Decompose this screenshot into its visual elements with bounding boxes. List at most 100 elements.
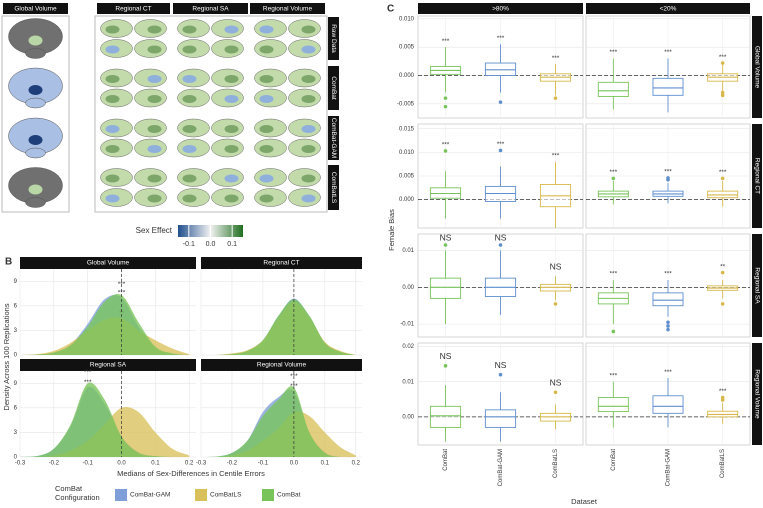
significance-label: *** — [610, 271, 618, 278]
x-tick-label: -0.2 — [227, 461, 238, 467]
significance-label: NS — [550, 262, 562, 272]
outlier — [498, 148, 503, 153]
density-area — [201, 386, 356, 457]
row-strip — [752, 16, 762, 118]
outlier — [666, 176, 670, 180]
x-tick-label: ComBat — [611, 449, 617, 471]
colorbar-tick-label: 0.0 — [206, 241, 216, 248]
brain-image — [147, 194, 162, 203]
brain-image — [25, 97, 46, 109]
outlier — [720, 270, 725, 275]
significance-label: NS — [440, 232, 452, 242]
brain-image — [147, 174, 162, 183]
y-tick-label: -0.01 — [400, 322, 414, 328]
legend-swatch — [262, 489, 274, 501]
box — [597, 81, 629, 97]
facet-strip — [20, 359, 196, 371]
facet-title: Regional Volume — [257, 362, 307, 369]
brain-image — [147, 45, 162, 54]
box — [429, 405, 462, 428]
box — [652, 395, 684, 414]
row-label: ComBat-GAM — [330, 118, 337, 158]
significance-label: *** — [664, 369, 672, 376]
legend-label: ComBat-GAM — [130, 492, 170, 499]
significance-label: *** — [442, 142, 450, 149]
density-area — [20, 294, 190, 355]
row-title: Regional Volume — [753, 369, 760, 419]
x-tick-label: -0.3 — [15, 461, 26, 467]
brain-image — [224, 145, 239, 153]
brain-image — [259, 95, 274, 103]
legend-label: ComBat — [277, 492, 301, 499]
brain-image — [259, 45, 274, 54]
y-tick-label: 9 — [14, 279, 18, 285]
x-tick-label: -0.1 — [83, 461, 94, 467]
brain-image — [105, 194, 120, 203]
y-tick-label: 0.000 — [399, 73, 415, 79]
brain-image — [301, 125, 316, 133]
y-tick-label: 0.005 — [399, 174, 415, 180]
outlier — [443, 364, 448, 368]
outlier — [666, 327, 670, 332]
significance-label: NS — [495, 232, 507, 242]
y-tick-label: 9 — [14, 381, 18, 387]
outlier — [720, 176, 725, 181]
brain-image — [224, 125, 239, 133]
significance-label: ** — [720, 263, 726, 270]
brain-image — [147, 25, 162, 34]
outlier — [498, 243, 503, 247]
significance-label: *** — [664, 271, 672, 278]
colorbar-tick-label: -0.1 — [183, 241, 195, 248]
outlier — [611, 329, 616, 334]
brain-image — [301, 194, 316, 203]
row-strip — [328, 17, 339, 60]
y-tick-label: 0.00 — [402, 414, 414, 420]
facet-title: <20% — [660, 6, 677, 13]
x-tick-label: 0.1 — [151, 461, 160, 467]
x-axis-title: Dataset — [571, 497, 598, 506]
brain-image — [301, 145, 316, 153]
column-label: Regional Volume — [263, 6, 313, 13]
brain-image — [259, 125, 274, 133]
outlier — [720, 90, 725, 95]
y-tick-label: 0.005 — [399, 45, 415, 51]
outlier — [720, 93, 725, 98]
column-strip — [97, 3, 170, 14]
brain-image — [224, 174, 239, 183]
significance-label: *** — [610, 49, 618, 56]
brain-image — [105, 174, 120, 183]
y-tick-label: 0 — [14, 353, 18, 359]
box — [652, 292, 684, 307]
box — [597, 397, 629, 413]
brain-image — [147, 95, 162, 103]
x-tick-label: -0.1 — [258, 461, 269, 467]
outlier — [553, 96, 558, 100]
y-axis-title: Female Bias — [387, 209, 396, 251]
column-label: Regional CT — [115, 6, 151, 13]
significance-label: *** — [610, 169, 618, 176]
significance-label: *** — [497, 141, 505, 148]
outlier — [720, 398, 725, 402]
y-axis-title: Density Across 100 Replications — [2, 303, 11, 410]
outlier — [720, 302, 725, 306]
facet-strip — [201, 257, 362, 269]
row-strip — [328, 66, 339, 110]
significance-label: *** — [84, 369, 92, 376]
brain-image — [28, 135, 43, 145]
brain-image — [105, 95, 120, 103]
outlier — [611, 176, 616, 181]
y-tick-label: 0.010 — [399, 150, 415, 156]
brain-image — [25, 48, 46, 59]
box — [429, 277, 462, 299]
outlier — [443, 96, 448, 100]
outlier — [443, 149, 448, 153]
column-label: Global Volume — [14, 6, 57, 13]
y-tick-label: 6 — [14, 405, 18, 411]
panel-label: C — [387, 4, 394, 15]
brain-image — [301, 95, 316, 103]
y-tick-label: 0.000 — [399, 197, 415, 203]
colorbar-tick-label: 0.1 — [227, 241, 237, 248]
brain-image — [105, 75, 120, 83]
